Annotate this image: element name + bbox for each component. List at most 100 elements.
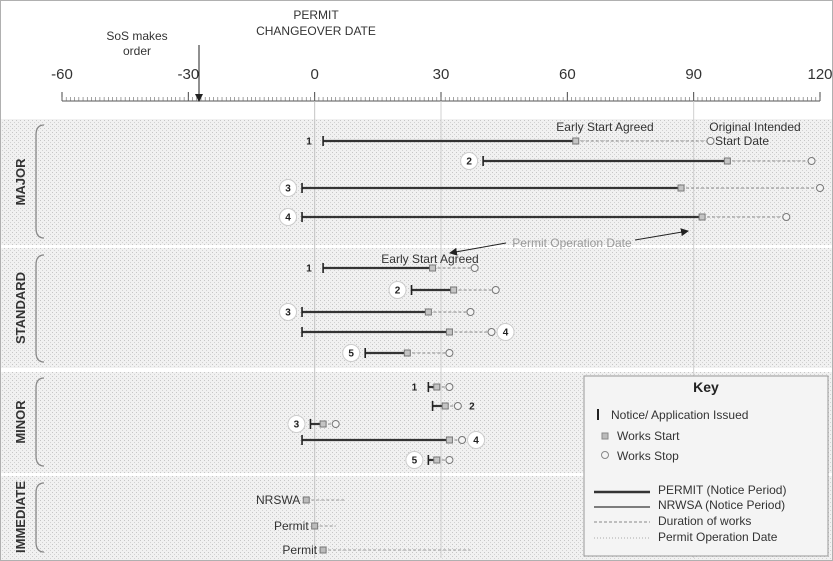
section-label-major: MAJOR [13, 158, 28, 206]
timeline-rows: 1 2 3 4 1 2 3 4 5 1 2 3 4 5 NRSWA Permit Permit [256, 136, 824, 557]
works-start-marker [677, 184, 685, 192]
key-notice-label: Notice/ Application Issued [611, 408, 748, 422]
works-stop-marker [466, 308, 475, 316]
key-title: Key [693, 379, 719, 395]
section-label-minor: MINOR [13, 400, 28, 444]
works-stop-marker [807, 157, 816, 165]
row-number-badge [460, 152, 479, 170]
row-number: 2 [469, 402, 475, 413]
key-works-start-symbol [601, 432, 609, 440]
works-start-marker [723, 157, 731, 165]
works-start-marker [433, 456, 441, 464]
row-number-badge [405, 451, 424, 469]
works-start-marker [450, 286, 458, 294]
permit-operation-date-label: Permit Operation Date [512, 236, 632, 250]
early-start-standard-label: Early Start Agreed [381, 252, 478, 266]
early-start-major-label: Early Start Agreed [556, 120, 653, 134]
row-number-badge [496, 323, 515, 341]
row-number: 3 [294, 420, 300, 431]
immediate-start-marker [302, 496, 310, 504]
standard-bracket [35, 254, 45, 363]
section-label-standard: STANDARD [13, 272, 28, 344]
axis-minor-ticks [61, 97, 821, 101]
immediate-bracket [35, 482, 45, 553]
row-number-badge [279, 303, 298, 321]
row-number: 3 [285, 184, 291, 195]
major-band [1, 119, 832, 245]
works-start-marker [433, 383, 441, 391]
permit-op-arrow-left [449, 242, 507, 256]
works-start-marker [424, 308, 432, 316]
works-start-marker [572, 137, 580, 145]
works-stop-marker [470, 264, 479, 272]
works-stop-marker [331, 420, 340, 428]
changeover-title-line2: CHANGEOVER DATE [256, 24, 376, 38]
sos-order-line1: SoS makes [106, 29, 167, 43]
sos-order-line2: order [123, 44, 151, 58]
key-panel: Key Notice/ Application Issued Works Sta… [583, 375, 829, 557]
original-intended-line2: Start Date [715, 134, 769, 148]
row-number: 2 [395, 286, 401, 297]
key-works-stop-label: Works Stop [617, 449, 679, 463]
major-bracket [35, 124, 45, 239]
works-stop-marker [445, 349, 454, 357]
row-number: 2 [466, 157, 472, 168]
row-number-badge [279, 179, 298, 197]
row-number: 1 [306, 137, 312, 148]
axis-tick-label: 90 [685, 66, 702, 83]
works-stop-marker [453, 402, 462, 410]
row-number: 4 [503, 328, 509, 339]
annotations: Early Start Agreed Original Intended Sta… [195, 45, 801, 266]
changeover-title-line1: PERMIT [293, 8, 339, 22]
axis-tick-label: 120 [807, 66, 832, 83]
key-works-start-label: Works Start [617, 429, 680, 443]
row-number-badge [287, 415, 306, 433]
original-intended-line1: Original Intended [709, 120, 800, 134]
works-start-marker [441, 402, 449, 410]
works-start-marker [698, 213, 706, 221]
axis-tick-label: 0 [310, 66, 318, 83]
axis-tick-label: -30 [177, 66, 199, 83]
row-number: 4 [473, 436, 479, 447]
works-stop-marker [487, 328, 496, 336]
works-start-marker [445, 436, 453, 444]
row-number: 3 [285, 308, 291, 319]
minor-bracket [35, 377, 45, 467]
standard-band [1, 248, 832, 368]
row-number: 5 [348, 349, 354, 360]
row-number: 1 [412, 383, 418, 394]
key-nrswa-label: NRWSA (Notice Period) [658, 498, 785, 512]
works-start-marker [429, 264, 437, 272]
row-number-badge [467, 431, 486, 449]
works-stop-marker [782, 213, 791, 221]
works-stop-marker [706, 137, 715, 145]
immediate-start-marker [311, 522, 319, 530]
works-start-marker [445, 328, 453, 336]
row-number: 5 [412, 456, 418, 467]
immediate-row-label: Permit [282, 543, 317, 557]
immediate-row-label: NRSWA [256, 493, 300, 507]
row-number-badge [279, 208, 298, 226]
axis-tick-label: 60 [559, 66, 576, 83]
row-number-badge [388, 281, 407, 299]
works-stop-marker [445, 456, 454, 464]
key-works-stop-symbol [601, 451, 609, 459]
key-permit-label: PERMIT (Notice Period) [658, 483, 786, 497]
works-stop-marker [458, 436, 467, 444]
row-number: 1 [306, 264, 312, 275]
axis-tick-label: -60 [51, 66, 73, 83]
immediate-row-label: Permit [274, 519, 309, 533]
works-stop-marker [491, 286, 500, 294]
works-stop-marker [816, 184, 824, 192]
key-box [583, 375, 829, 557]
section-label-immediate: IMMEDIATE [13, 481, 28, 553]
section-labels: MAJOR STANDARD MINOR IMMEDIATE [13, 124, 45, 553]
permit-op-arrow-right [634, 228, 689, 241]
row-number: 4 [285, 213, 291, 224]
key-duration-label: Duration of works [658, 514, 751, 528]
row-number-badge [342, 344, 361, 362]
axis-tick-label: 30 [433, 66, 450, 83]
works-start-marker [319, 420, 327, 428]
immediate-start-marker [319, 546, 327, 554]
